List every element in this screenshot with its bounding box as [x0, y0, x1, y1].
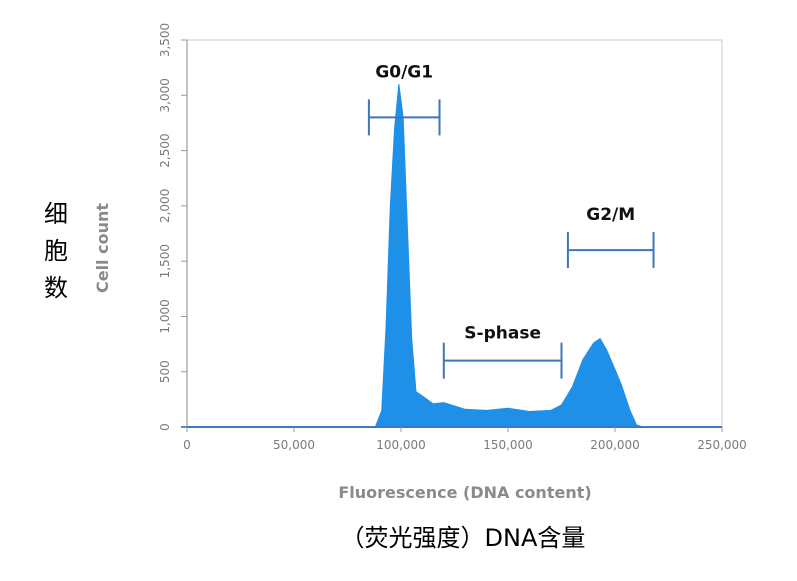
y-tick-label-6: 3,000: [158, 78, 172, 112]
x-tick-label-0: 0: [183, 438, 191, 452]
y-tick-label-3: 1,500: [158, 244, 172, 278]
x-tick-label-2: 100,000: [376, 438, 426, 452]
y-axis-title: Cell count: [93, 203, 112, 293]
plot-border: [187, 39, 723, 427]
phase-label-2: G2/M: [586, 205, 635, 225]
phase-bracket-0: G0/G1: [367, 62, 441, 136]
phase-bracket-2: G2/M: [566, 205, 655, 269]
x-axis-title-cn: （荧光强度）DNA含量: [341, 524, 586, 552]
x-tick-label-4: 200,000: [590, 438, 640, 452]
phase-label-1: S-phase: [464, 324, 541, 344]
y-tick-label-4: 2,000: [158, 189, 172, 223]
x-axis-title: Fluorescence (DNA content): [338, 483, 591, 502]
x-tick-label-5: 250,000: [697, 438, 747, 452]
y-tick-label-5: 2,500: [158, 133, 172, 167]
y-axis-title-cn-char-1: 胞: [44, 237, 68, 265]
histogram-area-0: [187, 84, 722, 428]
x-tick-label-1: 50,000: [273, 438, 315, 452]
phase-label-0: G0/G1: [375, 62, 433, 82]
y-tick-label-1: 500: [158, 360, 172, 383]
y-tick-label-7: 3,500: [158, 23, 172, 57]
y-axis-title-cn-char-0: 细: [44, 200, 68, 228]
phase-bracket-1: S-phase: [442, 324, 563, 379]
y-tick-label-2: 1,000: [158, 299, 172, 333]
y-tick-label-0: 0: [158, 423, 172, 431]
x-tick-label-3: 150,000: [483, 438, 533, 452]
y-axis-title-cn-char-2: 数: [44, 274, 68, 302]
